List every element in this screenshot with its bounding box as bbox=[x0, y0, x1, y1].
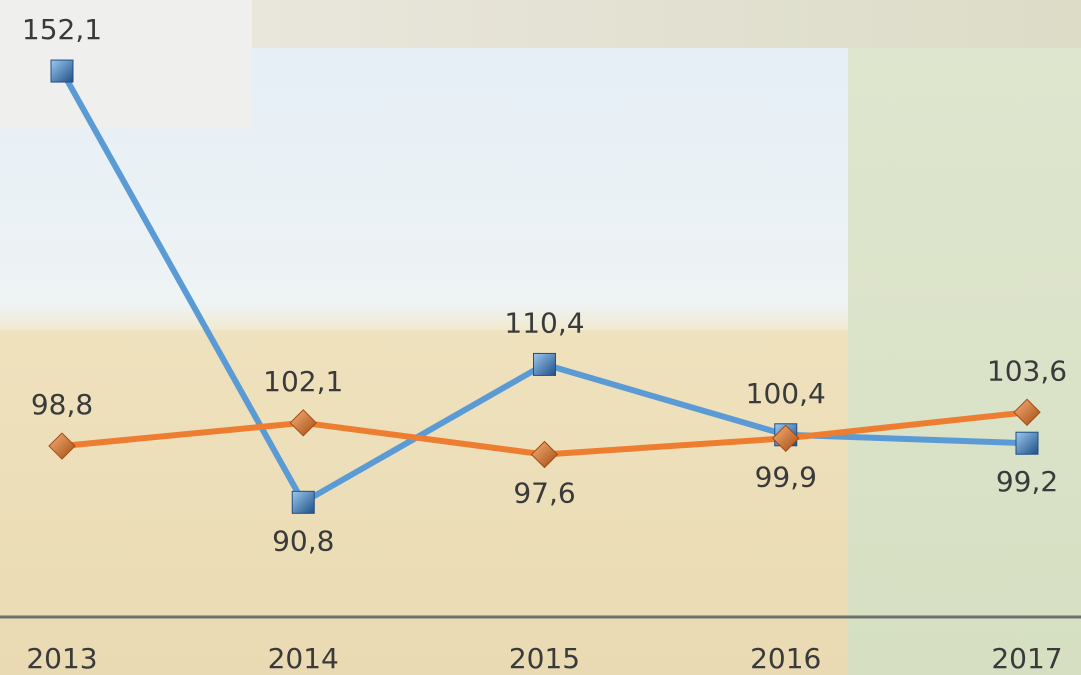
x-tick-label: 2015 bbox=[509, 642, 580, 675]
marker bbox=[289, 409, 317, 437]
marker bbox=[48, 432, 76, 460]
marker bbox=[50, 59, 74, 83]
data-label: 152,1 bbox=[22, 13, 102, 46]
data-label: 102,1 bbox=[263, 365, 343, 398]
x-tick-label: 2016 bbox=[750, 642, 821, 675]
x-tick-label: 2014 bbox=[268, 642, 339, 675]
data-label: 97,6 bbox=[513, 476, 575, 509]
data-label: 99,9 bbox=[755, 460, 817, 493]
marker bbox=[772, 424, 800, 453]
x-tick-label: 2013 bbox=[26, 642, 97, 675]
data-label: 98,8 bbox=[31, 388, 93, 421]
marker bbox=[530, 440, 559, 469]
marker bbox=[1013, 398, 1041, 426]
marker bbox=[291, 490, 315, 514]
data-label: 103,6 bbox=[987, 354, 1067, 387]
data-label: 100,4 bbox=[746, 377, 826, 410]
data-label: 110,4 bbox=[504, 306, 584, 339]
data-label: 90,8 bbox=[272, 524, 334, 557]
marker bbox=[1015, 431, 1039, 455]
x-tick-label: 2017 bbox=[991, 642, 1062, 675]
data-label: 99,2 bbox=[996, 465, 1058, 498]
marker bbox=[533, 352, 556, 376]
